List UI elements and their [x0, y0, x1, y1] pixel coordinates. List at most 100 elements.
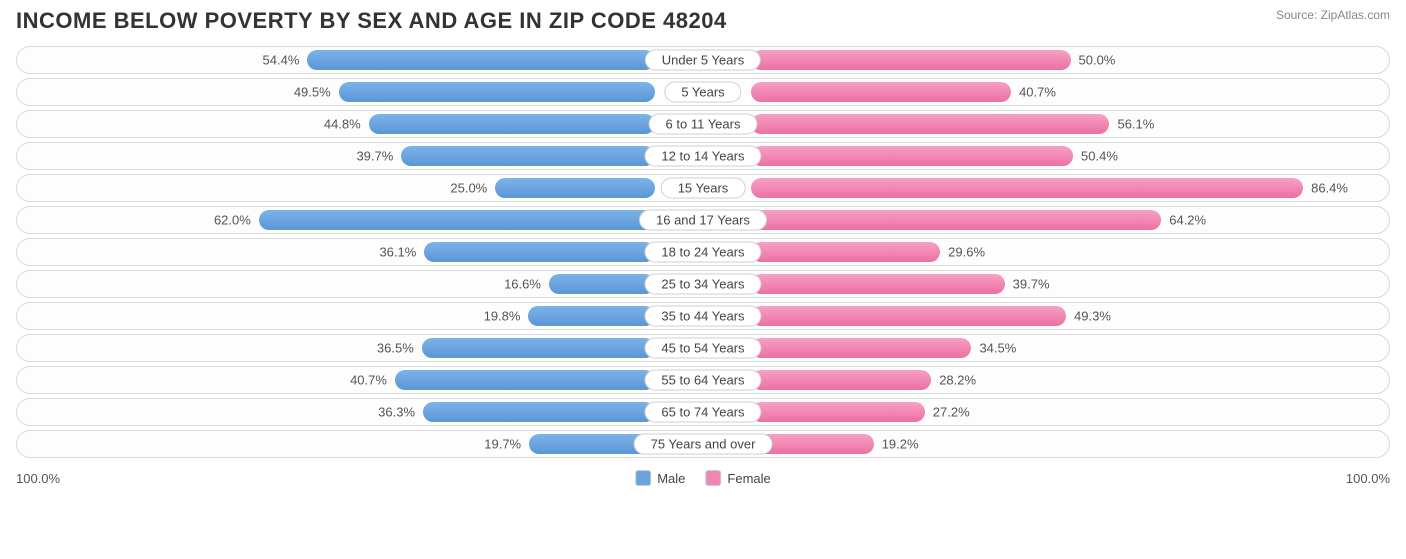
bar-male [259, 210, 655, 230]
chart-row: 25.0% 86.4% 15 Years [16, 174, 1390, 202]
value-female: 39.7% [1013, 277, 1050, 292]
half-male: 36.3% [17, 399, 703, 425]
value-female: 28.2% [939, 373, 976, 388]
half-male: 19.7% [17, 431, 703, 457]
chart-row: 40.7%28.2%55 to 64 Years [16, 366, 1390, 394]
half-female: 39.7% [703, 271, 1389, 297]
category-label: 45 to 54 Years [644, 338, 761, 359]
bar-female [751, 338, 971, 358]
half-female: 50.4% [703, 143, 1389, 169]
value-female: 40.7% [1019, 85, 1056, 100]
category-label: 35 to 44 Years [644, 306, 761, 327]
value-female: 56.1% [1117, 117, 1154, 132]
bar-female [751, 82, 1011, 102]
value-male: 49.5% [294, 85, 331, 100]
value-male: 54.4% [263, 53, 300, 68]
bar-male [528, 306, 655, 326]
legend-swatch-female [705, 470, 721, 486]
half-female: 34.5% [703, 335, 1389, 361]
value-female: 50.4% [1081, 149, 1118, 164]
chart-rows: 54.4%50.0%Under 5 Years49.5%40.7%5 Years… [16, 46, 1390, 458]
bar-female [751, 114, 1109, 134]
bar-male [495, 178, 655, 198]
half-female: 49.3% [703, 303, 1389, 329]
chart-source: Source: ZipAtlas.com [1276, 8, 1390, 22]
bar-male [422, 338, 655, 358]
value-male: 19.8% [484, 309, 521, 324]
axis-right-label: 100.0% [1346, 471, 1390, 486]
half-male: 62.0% [17, 207, 703, 233]
half-female: 40.7% [703, 79, 1389, 105]
bar-female [751, 146, 1073, 166]
category-label: 25 to 34 Years [644, 274, 761, 295]
bar-female [751, 274, 1005, 294]
half-male: 54.4% [17, 47, 703, 73]
category-label: 6 to 11 Years [649, 114, 758, 135]
bar-male [423, 402, 655, 422]
half-male: 25.0% [17, 175, 703, 201]
legend-female: Female [705, 470, 770, 486]
chart-row: 16.6% 39.7% 25 to 34 Years [16, 270, 1390, 298]
chart-row: 54.4% 50.0% Under 5 Years [16, 46, 1390, 74]
half-male: 49.5% [17, 79, 703, 105]
category-label: 12 to 14 Years [644, 146, 761, 167]
category-label: 65 to 74 Years [644, 402, 761, 423]
value-female: 29.6% [948, 245, 985, 260]
half-male: 39.7% [17, 143, 703, 169]
chart-row: 19.7% 19.2% 75 Years and over [16, 430, 1390, 458]
half-female: 19.2% [703, 431, 1389, 457]
value-male: 36.5% [377, 341, 414, 356]
value-male: 16.6% [504, 277, 541, 292]
half-female: 86.4% [703, 175, 1389, 201]
value-female: 34.5% [979, 341, 1016, 356]
half-male: 36.5% [17, 335, 703, 361]
chart-row: 19.8% 49.3% 35 to 44 Years [16, 302, 1390, 330]
category-label: 75 Years and over [634, 434, 773, 455]
bar-male [339, 82, 655, 102]
value-male: 36.1% [379, 245, 416, 260]
value-female: 64.2% [1169, 213, 1206, 228]
chart-header: INCOME BELOW POVERTY BY SEX AND AGE IN Z… [16, 8, 1390, 34]
half-female: 50.0% [703, 47, 1389, 73]
half-female: 28.2% [703, 367, 1389, 393]
half-female: 64.2% [703, 207, 1389, 233]
bar-male [307, 50, 655, 70]
chart-row: 62.0% 64.2% 16 and 17 Years [16, 206, 1390, 234]
legend-label-female: Female [727, 471, 770, 486]
half-female: 56.1% [703, 111, 1389, 137]
bar-female [751, 178, 1303, 198]
legend-male: Male [635, 470, 685, 486]
half-male: 36.1% [17, 239, 703, 265]
chart-row: 36.5% 34.5% 45 to 54 Years [16, 334, 1390, 362]
bar-male [401, 146, 655, 166]
category-label: Under 5 Years [645, 50, 761, 71]
value-female: 50.0% [1079, 53, 1116, 68]
value-male: 25.0% [450, 181, 487, 196]
value-female: 19.2% [882, 437, 919, 452]
value-male: 39.7% [356, 149, 393, 164]
half-female: 29.6% [703, 239, 1389, 265]
value-female: 49.3% [1074, 309, 1111, 324]
half-male: 16.6% [17, 271, 703, 297]
chart-row: 36.1%29.6%18 to 24 Years [16, 238, 1390, 266]
chart-row: 44.8% 56.1% 6 to 11 Years [16, 110, 1390, 138]
axis-left-label: 100.0% [16, 471, 60, 486]
value-female: 27.2% [933, 405, 970, 420]
category-label: 15 Years [661, 178, 746, 199]
value-male: 44.8% [324, 117, 361, 132]
bar-female [751, 306, 1066, 326]
legend-label-male: Male [657, 471, 685, 486]
category-label: 16 and 17 Years [639, 210, 767, 231]
value-male: 36.3% [378, 405, 415, 420]
bar-male [369, 114, 655, 134]
legend-swatch-male [635, 470, 651, 486]
bar-female [751, 402, 925, 422]
value-female: 86.4% [1311, 181, 1348, 196]
chart-row: 39.7% 50.4% 12 to 14 Years [16, 142, 1390, 170]
chart-title: INCOME BELOW POVERTY BY SEX AND AGE IN Z… [16, 8, 727, 34]
bar-male [549, 274, 655, 294]
bar-male [395, 370, 655, 390]
value-male: 62.0% [214, 213, 251, 228]
value-male: 19.7% [484, 437, 521, 452]
chart-row: 49.5%40.7%5 Years [16, 78, 1390, 106]
